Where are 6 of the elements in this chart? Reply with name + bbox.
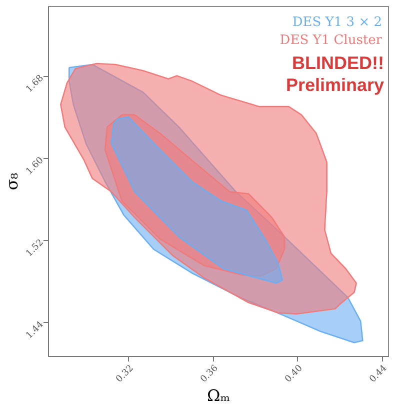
- annotation: Preliminary: [286, 75, 384, 95]
- text: DES Y1 3 × 2: [292, 15, 382, 30]
- text: DES Y1 Cluster: [280, 33, 383, 48]
- annotation: BLINDED!!: [292, 53, 384, 73]
- y-axis-title: σ₈: [2, 172, 22, 190]
- x-axis-title: Ωₘ: [206, 386, 230, 406]
